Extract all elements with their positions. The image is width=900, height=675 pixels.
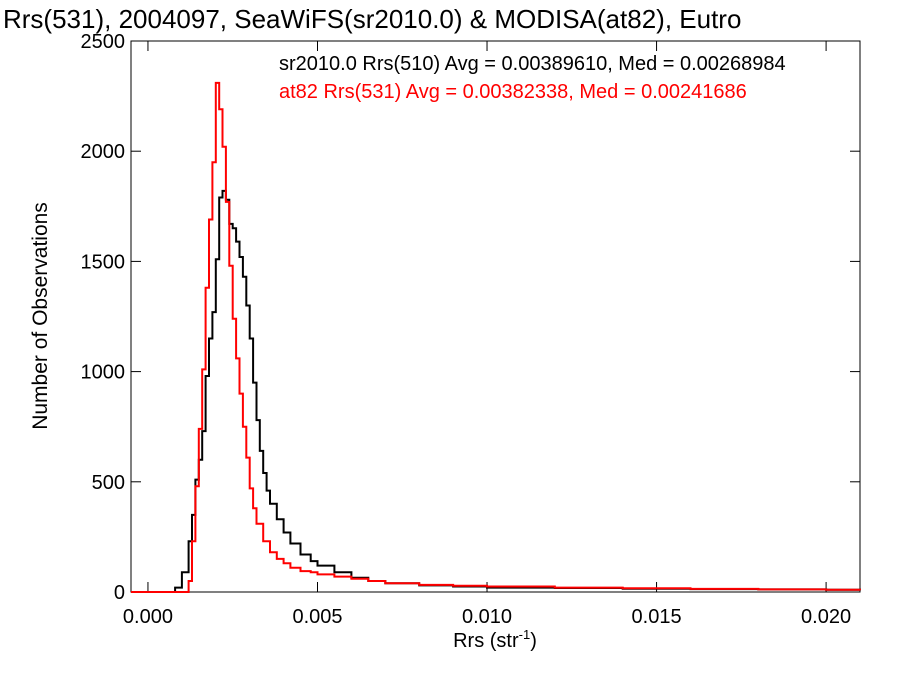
y-axis: 0 500 1000 1500 2000 2500	[81, 31, 860, 604]
y-tick-label: 1500	[81, 251, 126, 273]
series-line-2	[131, 81, 861, 593]
x-tick-label: 0.000	[123, 606, 173, 628]
x-axis-label: Rrs (str-1)	[453, 627, 537, 652]
x-axis-label-sup: -1	[519, 627, 531, 642]
y-axis-label: Number of Observations	[29, 202, 52, 430]
legend-entry-2: at82 Rrs(531) Avg = 0.00382338, Med = 0.…	[279, 81, 747, 103]
x-tick-label: 0.015	[632, 606, 682, 628]
x-axis: 0.000 0.005 0.010 0.015 0.020	[123, 41, 851, 628]
plot-frame	[130, 40, 861, 593]
x-tick-label: 0.020	[801, 606, 851, 628]
x-tick-label: 0.005	[292, 606, 342, 628]
y-tick-label: 0	[114, 582, 125, 604]
series-group	[131, 81, 861, 593]
chart-title: Rrs(531), 2004097, SeaWiFS(sr2010.0) & M…	[3, 4, 741, 34]
y-tick-label: 1000	[81, 362, 126, 384]
y-tick-label: 2000	[81, 141, 126, 163]
y-tick-label: 2500	[81, 31, 126, 53]
x-axis-label-close: )	[530, 630, 537, 652]
x-axis-label-main: Rrs (str	[453, 630, 519, 652]
legend-entry-1: sr2010.0 Rrs(510) Avg = 0.00389610, Med …	[279, 53, 786, 75]
x-tick-label: 0.010	[462, 606, 512, 628]
y-tick-label: 500	[92, 472, 125, 494]
